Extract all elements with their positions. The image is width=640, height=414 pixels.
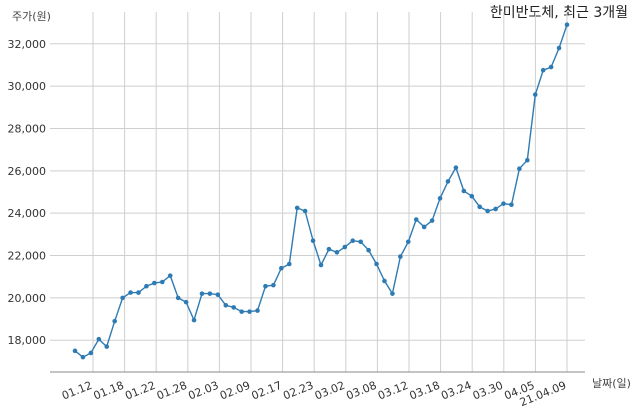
data-point [477,204,483,210]
x-tick-label: 02.17 [250,379,284,403]
data-point [532,92,538,97]
data-point [239,309,244,314]
data-point [263,283,268,289]
data-point [501,201,506,206]
data-point [525,157,530,163]
data-point [136,290,141,295]
data-point [144,283,149,289]
x-tick-label: 03.30 [471,379,505,403]
x-tick-label: 01.18 [92,379,126,403]
data-point [159,279,165,285]
y-tick-label: 28,000 [8,122,47,135]
data-point [493,206,498,212]
x-tick-label: 02.09 [218,379,252,403]
data-point [358,239,363,245]
chart-title: 한미반도체, 최근 3개월 [489,5,628,21]
data-point [564,22,570,28]
data-point [366,247,371,253]
data-point [445,179,451,184]
data-point [175,295,181,301]
y-tick-label: 26,000 [8,165,47,178]
x-tick-label: 02.23 [281,379,315,403]
data-point [374,261,379,267]
data-point [485,208,490,214]
data-point [128,290,133,295]
data-point [453,165,459,170]
data-point [96,336,102,342]
data-point [104,344,110,349]
x-tick-label: 03.02 [313,379,347,403]
x-axis-label: 날짜(일) [592,377,631,390]
x-tick-label: 01.12 [60,379,94,403]
data-point [88,350,94,356]
y-tick-label: 20,000 [8,292,47,305]
y-tick-label: 32,000 [8,38,47,51]
data-point [223,302,229,308]
data-point [548,64,554,70]
x-tick-label: 03.18 [408,379,442,403]
y-tick-label: 18,000 [8,334,47,347]
data-point [326,246,332,252]
data-point [247,309,252,314]
data-point [437,196,443,201]
data-point [429,218,435,223]
data-point [509,202,514,208]
data-point [390,291,395,296]
data-point [382,278,387,284]
data-point [540,67,546,73]
data-point [421,224,427,230]
data-point [279,265,284,271]
y-tick-label: 22,000 [8,250,47,263]
x-tick-label: 01.22 [123,379,157,403]
data-point [318,262,324,268]
data-point [334,250,340,255]
y-tick-label: 24,000 [8,207,47,220]
data-point [255,308,260,313]
x-tick-label: 03.12 [376,379,410,403]
data-point [405,239,411,245]
data-point [120,295,125,301]
data-point [350,238,356,244]
y-tick-label: 30,000 [8,80,47,93]
data-point [112,318,117,324]
series-line [74,24,568,359]
data-point [413,217,419,222]
data-point [191,317,197,323]
y-axis-label: 주가(원) [12,10,51,23]
x-tick-label: 02.03 [186,379,220,403]
data-point [286,261,292,267]
data-point [152,280,157,286]
data-point [517,166,522,172]
data-point [398,254,403,259]
data-point [207,291,213,296]
data-point [215,292,221,298]
data-point [302,208,308,214]
x-tick-label: 03.08 [344,379,378,403]
data-point [556,45,562,51]
data-point [342,244,348,250]
data-point [310,238,316,244]
data-point [271,282,276,288]
data-point [72,348,78,354]
data-point [80,354,86,360]
data-point [183,299,189,305]
data-point [469,193,475,199]
data-point [199,291,205,296]
data-point [231,305,237,310]
x-tick-label: 01.28 [155,379,189,403]
data-point [461,188,467,194]
x-tick-label: 03.24 [439,379,473,403]
data-point [294,205,300,211]
data-point [167,273,173,278]
